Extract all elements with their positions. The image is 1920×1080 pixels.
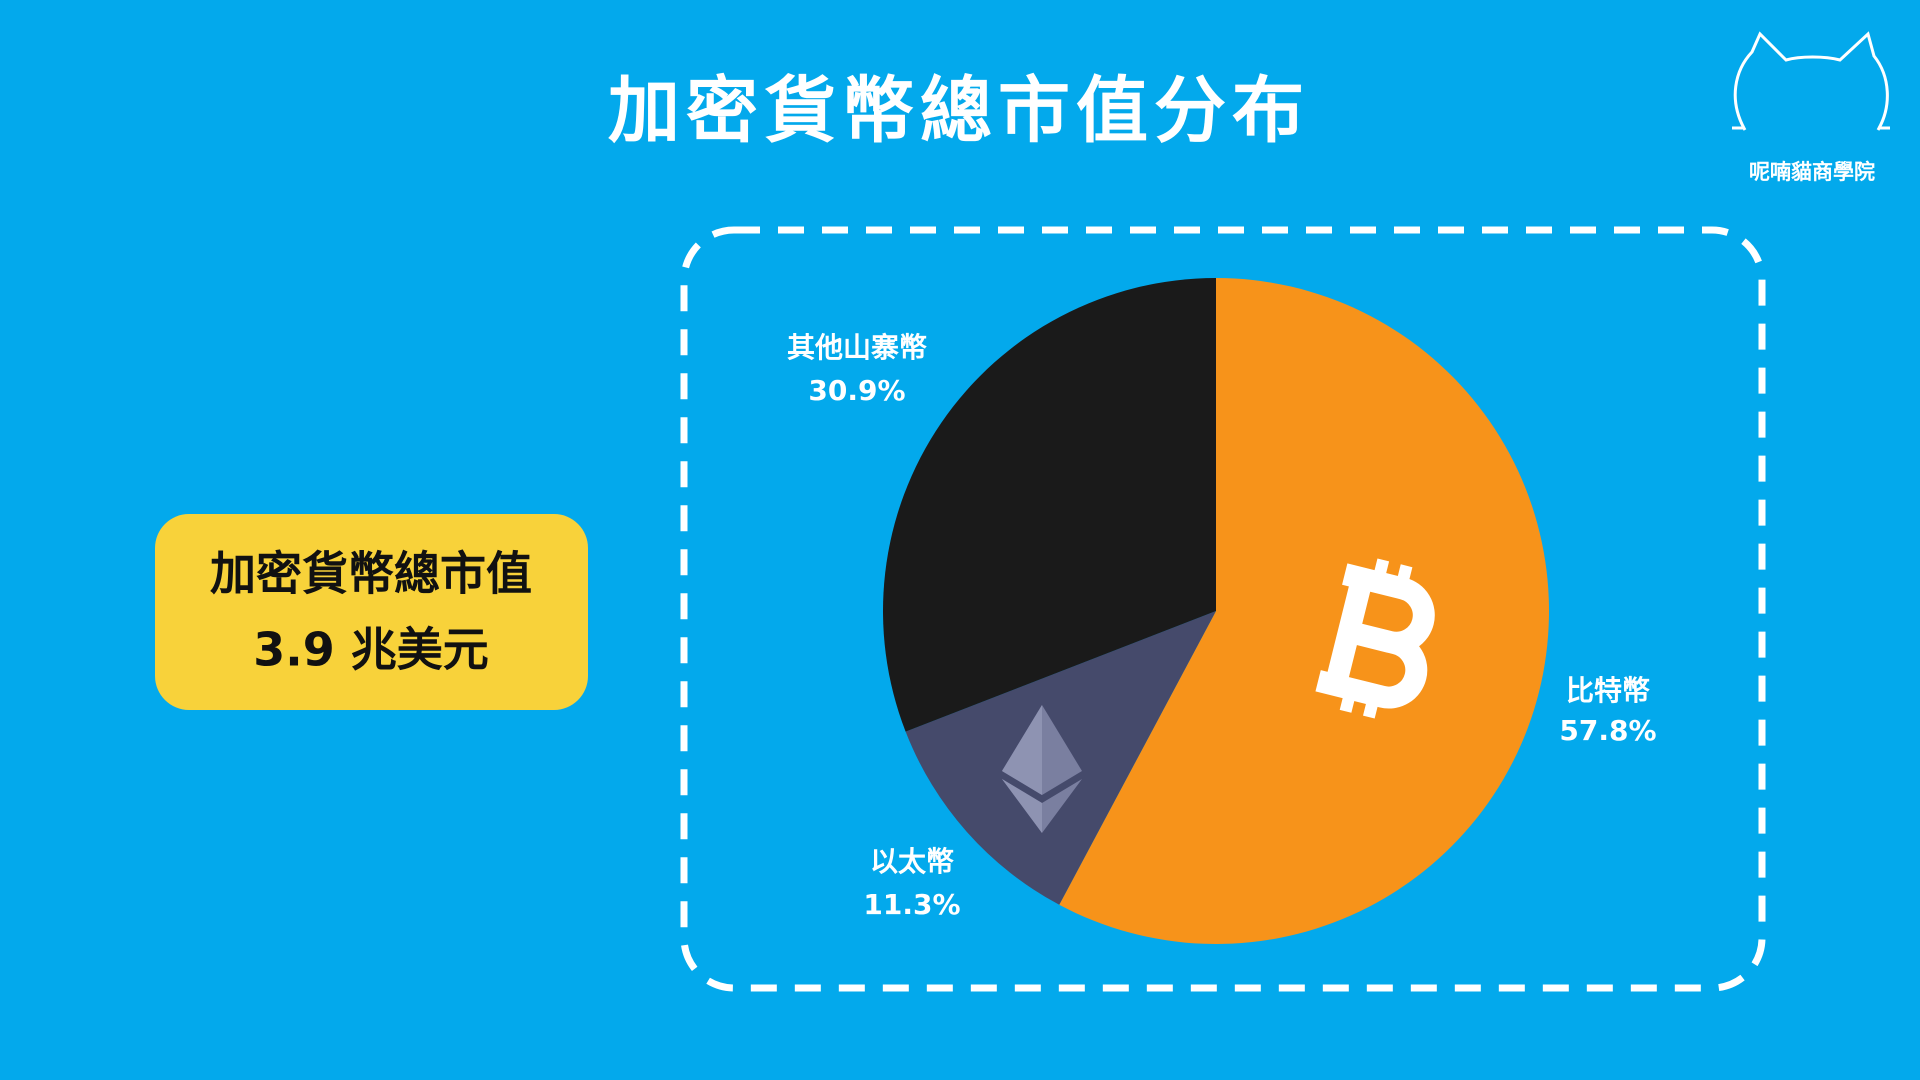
slice-value: 30.9% <box>808 374 905 407</box>
brand-name: 呢喃貓商學院 <box>1749 160 1875 184</box>
slice-label: 以太幣 <box>870 845 954 878</box>
pie-slice <box>882 278 1216 732</box>
labels: 比特幣 57.8% 以太幣 11.3% 其他山寨幣 30.9% <box>787 331 1657 921</box>
total-value: 3.9 兆美元 <box>253 623 489 677</box>
slice-value: 11.3% <box>863 888 960 921</box>
total-label: 加密貨幣總市值 <box>210 547 532 601</box>
logo-cat <box>1732 31 1890 131</box>
total-box <box>155 514 588 710</box>
slice-label: 其他山寨幣 <box>787 331 927 364</box>
bitcoin-icon <box>1315 558 1435 719</box>
pie-slice <box>1059 278 1550 944</box>
ethereum-icon <box>1002 705 1082 833</box>
chart-title: 加密貨幣總市值分布 <box>608 69 1310 153</box>
frame <box>680 226 1766 992</box>
slice-label: 比特幣 <box>1566 674 1650 707</box>
slice-value: 57.8% <box>1559 714 1656 747</box>
pie <box>882 278 1550 944</box>
